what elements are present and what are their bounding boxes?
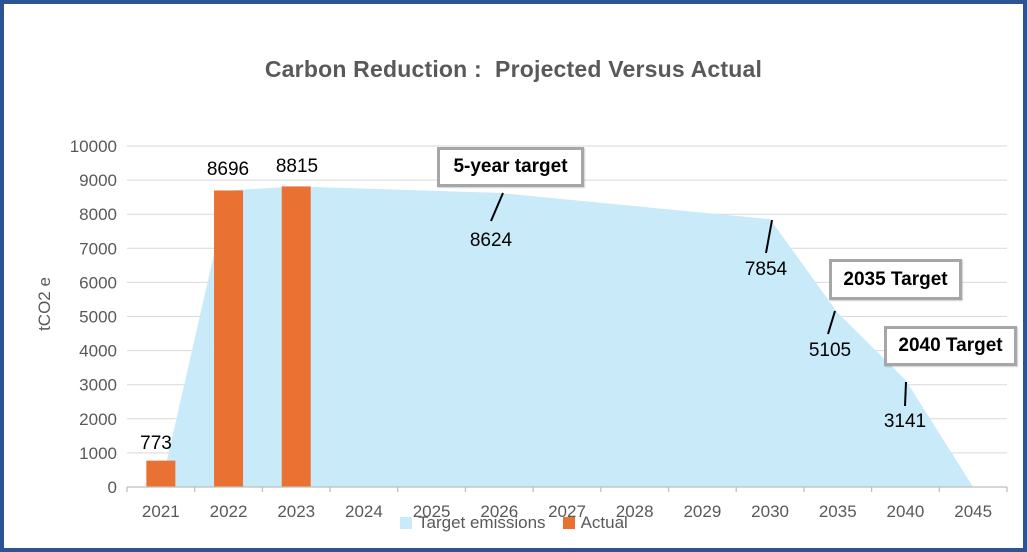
legend-label-target-emissions: Target emissions: [418, 513, 546, 532]
data-label: 773: [140, 433, 172, 454]
legend-item-actual: Actual: [562, 513, 628, 533]
y-tick-label: 1000: [79, 444, 117, 463]
data-label: 7854: [745, 259, 788, 280]
x-tick-label: 2025: [413, 502, 451, 521]
data-label: 5105: [809, 340, 851, 361]
data-label: 3141: [884, 411, 926, 432]
x-tick-label: 2021: [142, 502, 180, 521]
x-tick-label: 2022: [210, 502, 248, 521]
legend-item-target-emissions: Target emissions: [400, 513, 546, 533]
y-tick-label: 2000: [79, 410, 117, 429]
legend-label-actual: Actual: [580, 513, 628, 532]
x-tick-label: 2027: [548, 502, 586, 521]
data-label: 8696: [207, 159, 249, 180]
x-tick-label: 2030: [751, 502, 789, 521]
y-tick-label: 10000: [70, 137, 117, 156]
x-tick-label: 2023: [277, 502, 315, 521]
label-leader-line: [490, 192, 504, 222]
target-emissions-area: [160, 186, 974, 487]
callout-2035-target: 2035 Target: [829, 259, 962, 300]
label-leader-line: [827, 310, 836, 335]
y-tick-label: 4000: [79, 342, 117, 361]
label-leader-line: [904, 381, 907, 407]
x-tick-label: 2045: [954, 502, 992, 521]
callout-five-year-target: 5-year target: [437, 147, 584, 187]
y-tick-label: 3000: [79, 376, 117, 395]
actual-bar: [214, 190, 244, 487]
actual-bar: [281, 186, 311, 487]
y-tick-label: 9000: [79, 171, 117, 190]
callout-2040-target: 2040 Target: [884, 326, 1017, 366]
y-tick-label: 8000: [79, 205, 117, 224]
actual-bar: [146, 460, 176, 487]
data-label: 8815: [276, 156, 318, 177]
legend: Target emissions Actual: [400, 513, 628, 533]
label-leader-line: [765, 219, 773, 254]
target-emissions-swatch-icon: [400, 517, 412, 529]
chart-plot-area: 0 1000 2000 3000 4000 5000 6000 7000 8000 9000 100…: [70, 137, 1008, 521]
x-tick-label: 2035: [819, 502, 857, 521]
y-tick-label: 5000: [79, 308, 117, 327]
y-tick-label: 6000: [79, 273, 117, 292]
x-tick-label: 2028: [616, 502, 654, 521]
y-axis-title: tCO2 e: [35, 277, 54, 331]
y-tick-label: 0: [108, 478, 117, 497]
x-tick-label: 2026: [480, 502, 518, 521]
chart-title: Carbon Reduction : Projected Versus Actu…: [264, 56, 763, 82]
actual-swatch-icon: [562, 517, 575, 529]
y-tick-label: 7000: [79, 239, 117, 258]
x-tick-label: 2040: [887, 502, 925, 521]
x-tick-label: 2024: [345, 502, 383, 521]
data-label: 8624: [470, 230, 513, 251]
x-tick-label: 2029: [683, 502, 721, 521]
